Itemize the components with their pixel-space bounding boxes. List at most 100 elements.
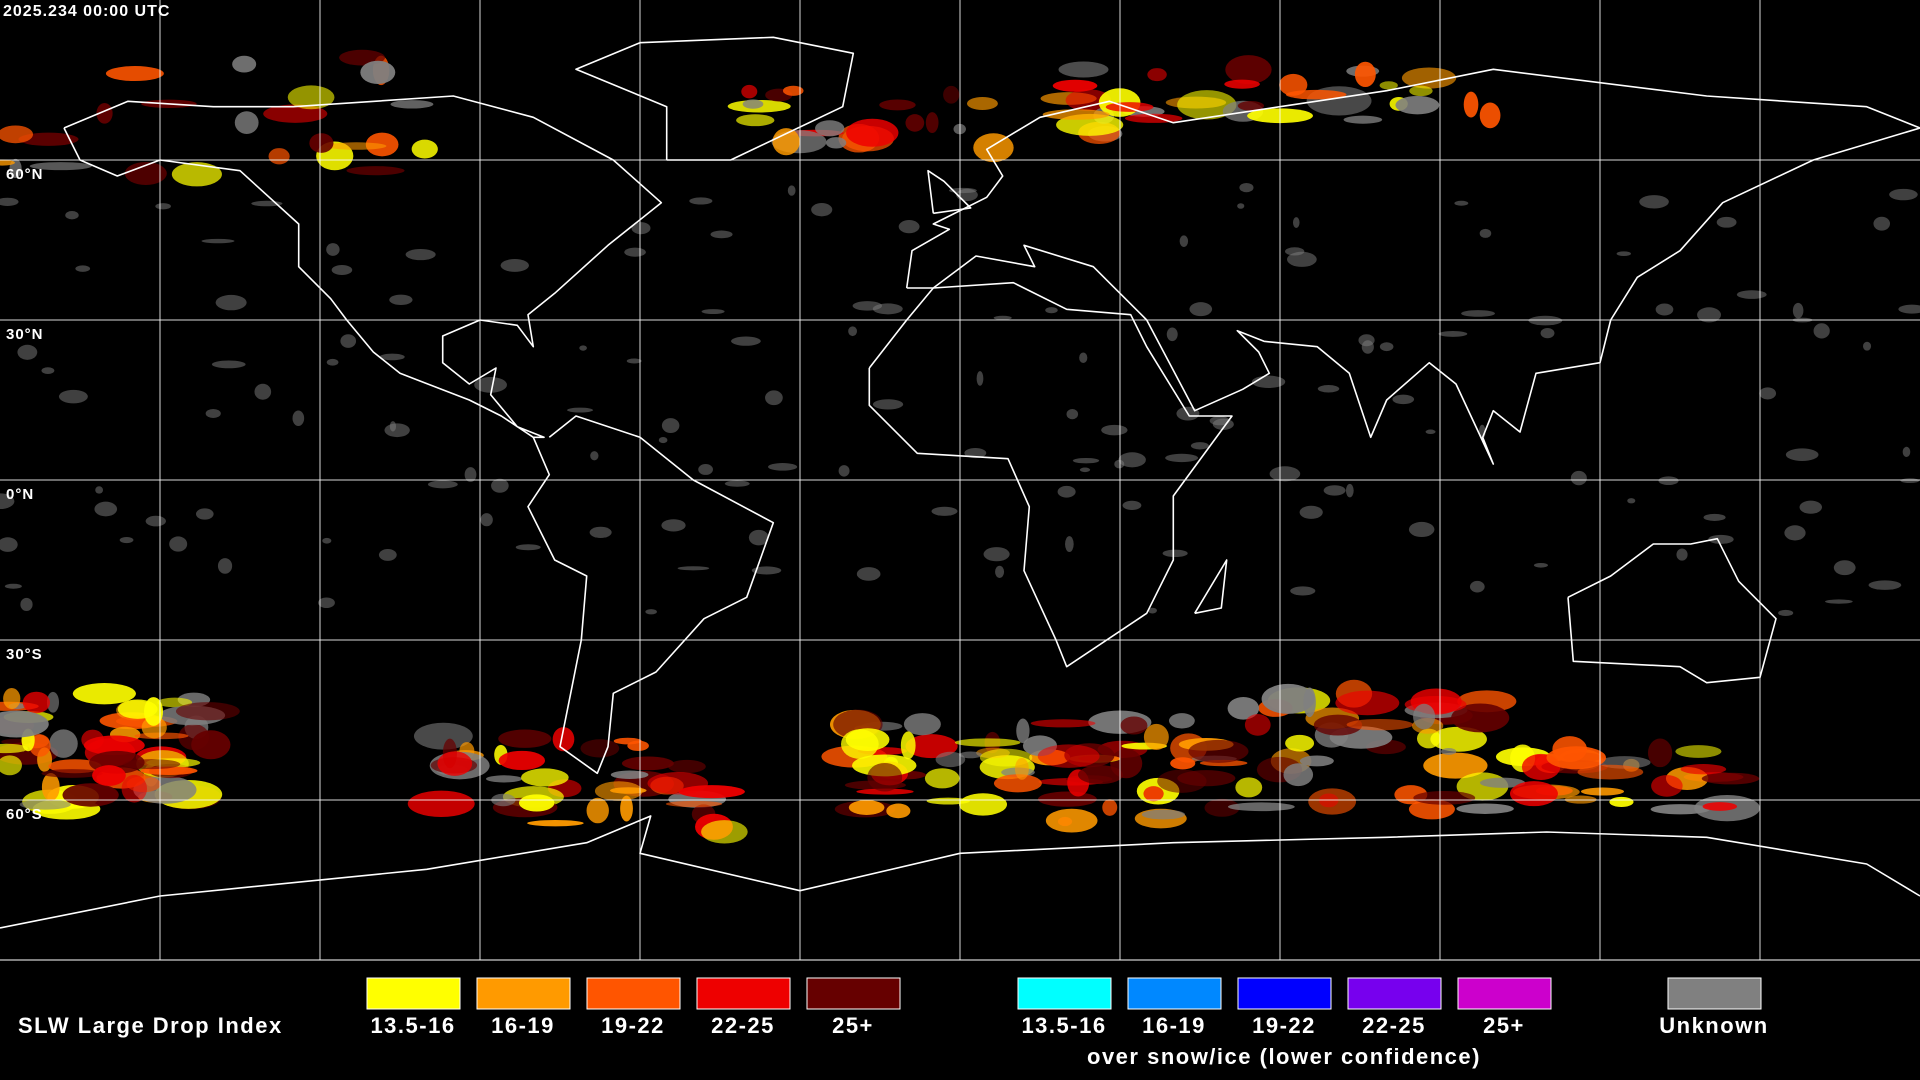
cloud-patch	[1225, 55, 1272, 85]
cloud-patch	[1189, 302, 1213, 317]
cloud-patch	[1042, 109, 1110, 120]
cloud-patch	[0, 125, 34, 144]
cloud-patch	[1441, 748, 1457, 755]
cloud-patch	[898, 220, 920, 234]
cloud-patch	[4, 583, 22, 589]
cloud-patch	[389, 294, 413, 305]
cloud-patch	[1676, 548, 1688, 561]
coastline	[63, 95, 663, 439]
cloud-patch	[41, 773, 60, 802]
cloud-patch	[360, 60, 396, 84]
cloud-patch	[0, 493, 15, 510]
cloud-patch	[1430, 726, 1487, 752]
cloud-patch	[1124, 113, 1183, 123]
cloud-patch	[326, 243, 340, 256]
cloud-patch	[1335, 690, 1400, 716]
cloud-patch	[748, 529, 769, 546]
legend-label: 22-25	[1362, 1013, 1426, 1038]
cloud-patch	[1077, 765, 1124, 785]
cloud-patch	[389, 421, 397, 432]
cloud-patch	[1833, 560, 1856, 576]
cloud-patch	[1650, 804, 1710, 815]
coastline	[868, 281, 1233, 668]
cloud-patch	[1546, 746, 1606, 770]
cloud-patch	[119, 537, 134, 544]
cloud-patch	[20, 597, 33, 612]
cloud-patch	[1736, 290, 1767, 299]
cloud-patch	[1285, 734, 1315, 752]
legend-swatch	[1347, 977, 1442, 1010]
coastline	[0, 815, 1920, 929]
cloud-patch	[931, 506, 958, 516]
cloud-patch	[1528, 315, 1563, 326]
cloud-patch	[1052, 79, 1098, 92]
cloud-patch	[474, 377, 507, 393]
cloud-patch	[0, 743, 29, 754]
cloud-patch	[1299, 505, 1323, 519]
cloud-patch	[232, 55, 257, 73]
cloud-patch	[480, 513, 493, 527]
cloud-patch	[1057, 485, 1076, 498]
cloud-patch	[1239, 182, 1254, 193]
cloud-patch	[1469, 580, 1485, 593]
legend-swatch	[476, 977, 571, 1010]
cloud-patch	[326, 358, 339, 366]
cloud-patch	[331, 265, 353, 275]
cloud-patch	[1118, 452, 1146, 468]
cloud-patch	[105, 66, 164, 82]
cloud-patch	[58, 389, 88, 404]
cloud-patch	[1639, 195, 1669, 209]
cloud-patch	[1408, 521, 1435, 538]
cloud-patch	[1122, 500, 1142, 510]
cloud-patch	[123, 759, 181, 770]
cloud-patch	[1204, 798, 1240, 817]
cloud-patch	[926, 797, 970, 805]
latitude-label: 30°S	[6, 646, 43, 663]
cloud-patch	[1269, 466, 1301, 482]
cloud-patch	[903, 713, 941, 736]
cloud-patch	[65, 211, 79, 220]
cloud-patch	[631, 222, 651, 235]
cloud-patch	[1358, 334, 1375, 347]
cloud-patch	[1409, 85, 1433, 97]
cloud-patch	[49, 729, 78, 758]
cloud-patch	[879, 99, 916, 111]
cloud-patch	[1346, 718, 1414, 731]
cloud-patch	[384, 423, 410, 438]
cloud-patch	[1290, 586, 1316, 596]
cloud-patch	[668, 759, 706, 774]
cloud-patch	[498, 750, 546, 771]
cloud-patch	[211, 360, 246, 369]
cloud-patch	[1237, 101, 1265, 111]
cloud-patch	[1147, 68, 1167, 82]
cloud-patch	[62, 783, 119, 807]
cloud-patch	[175, 702, 240, 721]
cloud-patch	[346, 166, 405, 176]
cloud-patch	[287, 85, 335, 110]
legend-label: 13.5-16	[1021, 1013, 1106, 1038]
cloud-patch	[498, 729, 552, 748]
cloud-patch	[1379, 81, 1398, 90]
cloud-patch	[698, 464, 713, 475]
cloud-patch	[1105, 102, 1154, 112]
cloud-patch	[905, 734, 958, 759]
cloud-patch	[322, 537, 332, 544]
cloud-patch	[1425, 429, 1436, 435]
cloud-patch	[1438, 330, 1468, 337]
legend-swatch	[696, 977, 791, 1010]
cloud-patch	[1413, 790, 1476, 805]
cloud-patch	[1479, 102, 1501, 129]
cloud-patch	[407, 790, 475, 817]
cloud-patch	[1759, 387, 1777, 400]
cloud-patch	[1065, 536, 1074, 553]
cloud-patch	[201, 238, 235, 244]
cloud-patch	[701, 309, 725, 315]
legend-label: 25+	[832, 1013, 874, 1038]
cloud-patch	[1379, 342, 1394, 352]
legend-swatch	[1457, 977, 1552, 1010]
cloud-patch	[17, 344, 38, 360]
coastline	[927, 169, 972, 215]
cloud-patch	[1461, 310, 1495, 317]
legend-label: 19-22	[1252, 1013, 1316, 1038]
cloud-patch	[995, 565, 1005, 578]
